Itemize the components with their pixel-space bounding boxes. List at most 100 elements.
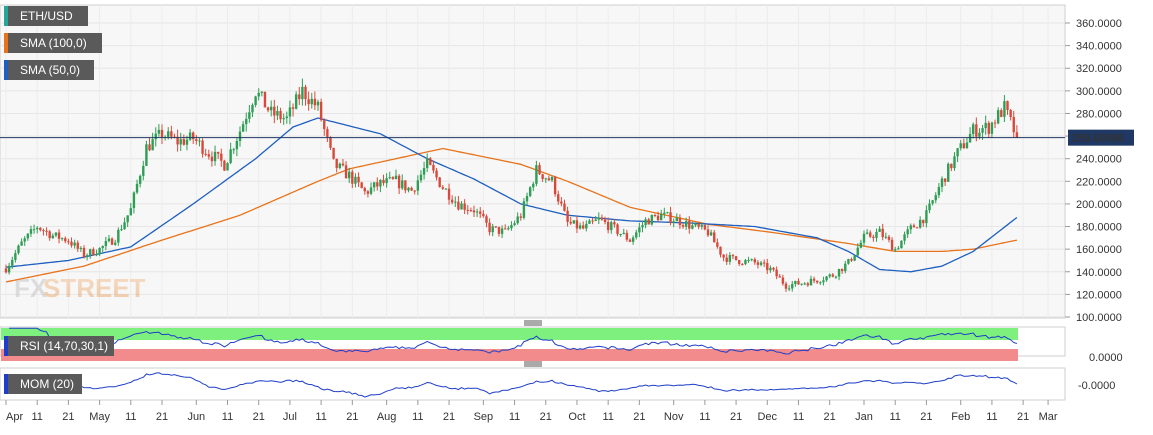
candle-body [123, 222, 126, 230]
candle-body [700, 225, 703, 227]
x-tick-label: 21 [346, 411, 358, 423]
candle-body [23, 238, 26, 242]
candle-body [142, 165, 145, 176]
candle-series [4, 78, 1019, 292]
legend-sma50[interactable]: SMA (50,0) [4, 60, 94, 80]
candle-body [79, 247, 83, 249]
candle-body [769, 267, 772, 271]
y-tick-label: 360.0000 [1076, 18, 1122, 30]
candle-body [532, 183, 535, 188]
x-tick-label: 21 [824, 411, 836, 423]
candle-body [248, 112, 251, 119]
candle-body [872, 236, 875, 238]
candle-body [372, 182, 376, 188]
candle-body [597, 217, 600, 220]
candle-body [940, 178, 944, 187]
candle-body [323, 120, 326, 130]
candle-body [463, 203, 466, 210]
candle-body [42, 230, 45, 232]
x-tick-label: 11 [699, 411, 710, 423]
candle-body [1006, 101, 1009, 111]
x-tick-label: 21 [540, 411, 552, 423]
candle-body [363, 188, 366, 192]
candle-body [650, 215, 654, 225]
candle-body [800, 283, 803, 285]
candle-body [525, 195, 529, 202]
candle-body [544, 178, 547, 180]
x-tick-label: Aug [377, 411, 397, 423]
candle-body [600, 217, 604, 220]
candle-body [148, 144, 151, 151]
candle-body [494, 226, 498, 228]
candle-body [369, 187, 373, 194]
candle-body [572, 220, 576, 224]
x-tick-label: 21 [633, 411, 645, 423]
candle-body [507, 228, 510, 230]
candle-body [862, 233, 866, 243]
candle-body [528, 187, 532, 196]
candle-body [557, 194, 560, 202]
candle-body [906, 229, 909, 235]
candle-body [734, 256, 738, 261]
candle-body [950, 163, 953, 169]
legend-eth[interactable]: ETH/USD [4, 6, 88, 26]
candle-body [316, 101, 320, 106]
x-tick-label: Sep [474, 411, 494, 423]
candle-body [731, 255, 735, 257]
y-tick-label: 220.0000 [1076, 176, 1122, 188]
candle-body [915, 227, 919, 229]
x-tick-label: 11 [125, 411, 136, 423]
candle-body [688, 221, 691, 229]
candle-body [996, 110, 1000, 124]
x-tick-label: Nov [664, 411, 684, 423]
x-tick-label: 11 [31, 411, 42, 423]
splitter-2[interactable] [524, 361, 542, 367]
x-tick-label: 11 [986, 411, 997, 423]
candle-body [890, 239, 894, 251]
candle-body [894, 249, 897, 251]
candle-body [978, 132, 981, 137]
candle-body [329, 137, 332, 148]
candle-body [697, 223, 700, 227]
x-tick-label: Jan [855, 411, 873, 423]
legend-mom[interactable]: MOM (20) [4, 374, 82, 394]
y-tick-label: 300.0000 [1076, 86, 1122, 98]
x-tick-label: 11 [509, 411, 520, 423]
legend-rsi[interactable]: RSI (14,70,30,1) [4, 336, 114, 356]
candle-body [313, 98, 317, 106]
candle-body [756, 262, 760, 265]
candle-body [653, 215, 657, 217]
sma100-line [5, 147, 1018, 283]
candle-body [672, 221, 675, 223]
candle-body [644, 219, 647, 226]
candle-body [366, 191, 370, 194]
candle-body [457, 201, 460, 210]
candle-body [301, 86, 304, 100]
candle-body [475, 211, 479, 213]
candle-body [669, 212, 672, 223]
legend-sma100[interactable]: SMA (100,0) [4, 33, 102, 53]
watermark: FX STREET [14, 273, 146, 303]
candle-body [691, 225, 694, 229]
candle-body [138, 175, 142, 184]
candle-body [294, 94, 298, 109]
candle-body [578, 225, 582, 229]
candle-body [167, 131, 170, 137]
splitter-1[interactable] [524, 320, 542, 326]
candle-body [460, 203, 463, 210]
candle-body [772, 267, 775, 270]
candle-body [45, 230, 48, 232]
candle-body [319, 101, 323, 121]
watermark-fx: FX [14, 273, 48, 303]
candle-body [809, 278, 813, 286]
candle-body [210, 156, 214, 162]
candle-body [132, 192, 136, 209]
candle-body [859, 242, 863, 248]
x-tick-label: Oct [568, 411, 585, 423]
candle-body [853, 255, 856, 261]
last-price-label: 258.60086 [1072, 133, 1124, 145]
candle-body [784, 283, 788, 289]
candle-body [126, 215, 129, 223]
y-tick-label: 340.0000 [1076, 41, 1122, 53]
candle-body [95, 254, 98, 256]
